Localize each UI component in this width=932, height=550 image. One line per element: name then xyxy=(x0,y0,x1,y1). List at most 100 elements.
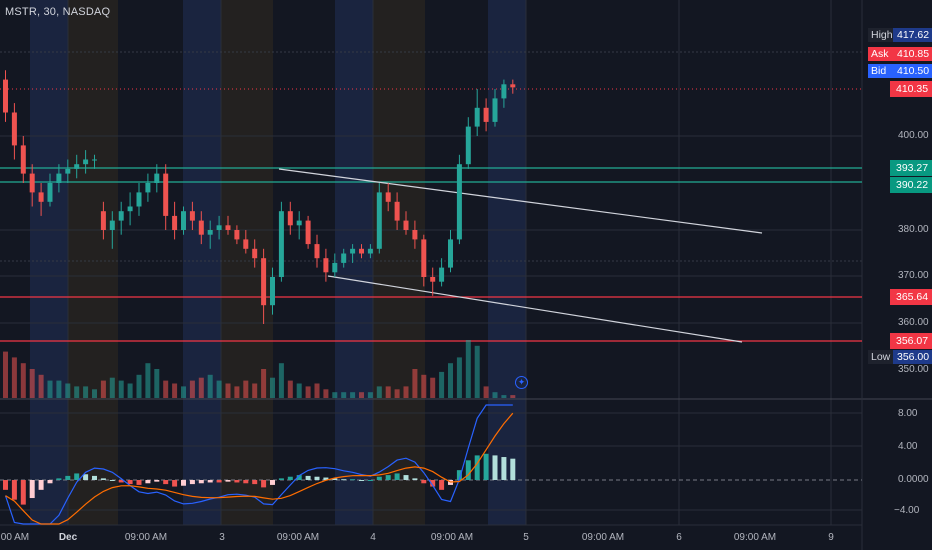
volume-bar xyxy=(189,380,195,398)
candle xyxy=(11,112,17,146)
candle xyxy=(189,211,195,221)
session-band xyxy=(68,0,118,525)
symbol-title[interactable]: MSTR, 30, NASDAQ xyxy=(5,6,111,18)
candle xyxy=(421,239,427,277)
candle xyxy=(492,98,498,122)
add-alert-icon[interactable]: ✦ xyxy=(515,376,528,389)
macd-bar xyxy=(394,473,400,480)
last-price-tag: 410.35 xyxy=(890,81,932,97)
macd-bar xyxy=(29,480,35,499)
volume-bar xyxy=(145,363,151,398)
macd-bar xyxy=(163,480,169,485)
session-band xyxy=(183,0,221,525)
macd-bar xyxy=(465,460,471,480)
macd-histogram xyxy=(3,453,516,505)
ask-tag: Ask 410.85 xyxy=(868,47,932,61)
time-tick: 09:00 AM xyxy=(581,532,625,543)
candle xyxy=(216,225,222,230)
macd-bar xyxy=(136,480,142,485)
candle xyxy=(403,220,409,230)
candle xyxy=(56,173,62,183)
volume-bar xyxy=(100,380,106,398)
candle xyxy=(136,192,142,207)
price-tick: 370.00 xyxy=(898,270,929,281)
level-tag-365: 365.64 xyxy=(890,289,932,305)
candle xyxy=(261,258,267,306)
macd-bar xyxy=(510,458,516,480)
volume-bar xyxy=(65,383,71,398)
low-tag: Low 356.00 xyxy=(868,350,932,364)
macd-bar xyxy=(314,476,320,480)
volume-bar xyxy=(198,377,204,398)
volume-bar xyxy=(154,369,160,398)
high-value: 417.62 xyxy=(893,28,932,42)
macd-bar xyxy=(47,480,53,484)
candle xyxy=(385,192,391,202)
macd-bar xyxy=(83,474,89,480)
candle xyxy=(3,79,8,113)
volume-bar xyxy=(47,380,53,398)
macd-bar xyxy=(385,475,391,480)
macd-tick: −4.00 xyxy=(894,505,920,516)
candle xyxy=(296,220,302,226)
macd-bar xyxy=(323,477,329,480)
candle xyxy=(314,244,320,259)
candle xyxy=(465,126,471,165)
macd-bar xyxy=(118,480,124,483)
macd-bar xyxy=(189,480,195,485)
candle xyxy=(412,230,418,240)
candle xyxy=(341,253,347,263)
time-tick: Dec xyxy=(58,532,78,543)
time-tick: 3 xyxy=(219,532,225,543)
price-tick: 360.00 xyxy=(898,317,929,328)
candle xyxy=(181,211,186,230)
volume-bar xyxy=(56,380,62,398)
candle xyxy=(456,164,462,240)
macd-tick: 8.00 xyxy=(898,408,918,419)
time-tick: 09:00 AM xyxy=(430,532,474,543)
macd-bar xyxy=(367,480,373,481)
candle xyxy=(287,211,293,226)
time-tick: 09:00 AM xyxy=(0,532,30,543)
macd-bar xyxy=(421,480,427,484)
macd-bar xyxy=(403,475,409,480)
time-tick: 09:00 AM xyxy=(124,532,168,543)
volume-bar xyxy=(136,374,142,398)
macd-bar xyxy=(296,475,302,480)
macd-bar xyxy=(456,470,462,480)
candles xyxy=(3,70,516,324)
candle xyxy=(359,248,364,254)
candle xyxy=(474,107,480,127)
candle xyxy=(350,248,356,254)
volume-bar xyxy=(359,392,364,398)
candle xyxy=(118,211,124,221)
macd-bar xyxy=(127,480,133,485)
level-tag-390: 390.22 xyxy=(890,177,932,193)
macd-tick: 0.0000 xyxy=(898,474,929,485)
candle xyxy=(92,159,97,161)
macd-bar xyxy=(501,457,507,480)
volume-bar xyxy=(243,380,249,398)
price-tick: 400.00 xyxy=(898,130,929,141)
volume-bar xyxy=(456,357,462,398)
macd-bar xyxy=(483,453,489,480)
volume-bar xyxy=(501,395,507,398)
candle xyxy=(163,173,169,216)
volume-bar xyxy=(225,383,231,398)
volume-bar xyxy=(394,389,400,398)
macd-bar xyxy=(154,480,160,482)
ask-label: Ask xyxy=(868,47,893,61)
macd-bar xyxy=(65,475,71,480)
macd-bar xyxy=(350,479,356,481)
upper-trendline[interactable] xyxy=(278,168,763,234)
candle xyxy=(252,248,258,259)
candle xyxy=(501,84,507,99)
candle xyxy=(278,211,284,277)
candle xyxy=(376,192,382,249)
macd-bar xyxy=(341,479,347,481)
level-tag-356: 356.07 xyxy=(890,333,932,349)
volume-bar xyxy=(118,380,124,398)
lower-trendline[interactable] xyxy=(327,275,743,343)
candle xyxy=(510,84,516,88)
